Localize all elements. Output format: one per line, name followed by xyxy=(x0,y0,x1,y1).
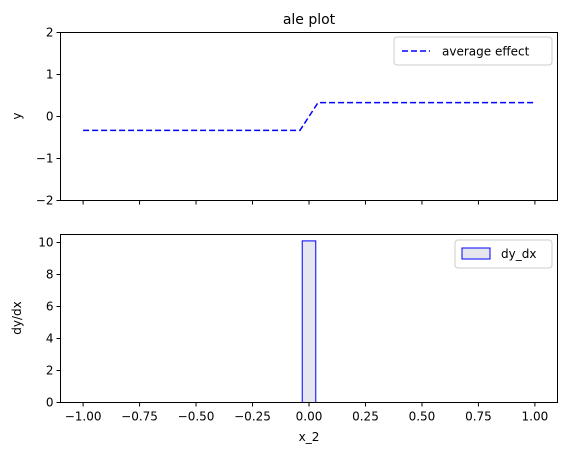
y-tick-label: 10 xyxy=(38,236,53,250)
x-tick-label: −0.25 xyxy=(234,410,271,424)
legend-label: dy_dx xyxy=(501,247,536,261)
x-ticks xyxy=(82,200,536,205)
x-tick-label: −1.00 xyxy=(65,410,102,424)
plot-area xyxy=(83,101,535,132)
legend: dy_dx xyxy=(454,239,553,269)
y-ticks: −2 −1 0 1 2 xyxy=(36,26,61,208)
y-tick-label: 0 xyxy=(46,110,54,124)
y-tick-label: −2 xyxy=(36,194,54,208)
y-tick-label: −1 xyxy=(36,152,54,166)
histogram-bar xyxy=(301,240,317,403)
x-ticks: −1.00 −0.75 −0.50 −0.25 0.00 0.25 0.50 0.75 1.00 xyxy=(65,402,549,424)
chart-title: ale plot xyxy=(283,12,336,28)
y-axis-label: dy/dx xyxy=(10,301,24,334)
legend-label: average effect xyxy=(442,45,530,59)
axes-frame xyxy=(60,234,558,403)
legend: average effect xyxy=(393,36,553,66)
x-tick-label: 0.00 xyxy=(296,410,323,424)
ale-plot-axes: ale plot y −2 −1 0 1 2 average effect xyxy=(10,12,558,208)
x-tick-label: 0.25 xyxy=(352,410,379,424)
x-tick-label: 0.50 xyxy=(409,410,436,424)
y-tick-label: 8 xyxy=(46,268,54,282)
x-axis-label: x_2 xyxy=(299,430,320,444)
axes-frame xyxy=(60,32,558,201)
y-ticks: 0 2 4 6 8 10 xyxy=(38,236,61,410)
y-tick-label: 2 xyxy=(46,26,54,40)
y-tick-label: 2 xyxy=(46,364,54,378)
x-tick-label: 1.00 xyxy=(522,410,549,424)
series-line-average-effect xyxy=(83,101,535,132)
derivative-axes: dy/dx x_2 0 2 4 6 8 10 −1.00 −0.75 −0.50 −0.25 0.… xyxy=(10,234,558,444)
y-tick-label: 1 xyxy=(46,68,54,82)
x-tick-label: 0.75 xyxy=(465,410,492,424)
x-tick-label: −0.50 xyxy=(178,410,215,424)
plot-area xyxy=(301,240,317,403)
y-tick-label: 0 xyxy=(46,396,54,410)
x-tick-label: −0.75 xyxy=(121,410,158,424)
y-tick-label: 4 xyxy=(46,332,54,346)
y-axis-label: y xyxy=(10,112,24,119)
y-tick-label: 6 xyxy=(46,300,54,314)
legend-box xyxy=(454,239,553,269)
legend-box xyxy=(393,36,553,66)
legend-patch-swatch xyxy=(461,247,491,260)
